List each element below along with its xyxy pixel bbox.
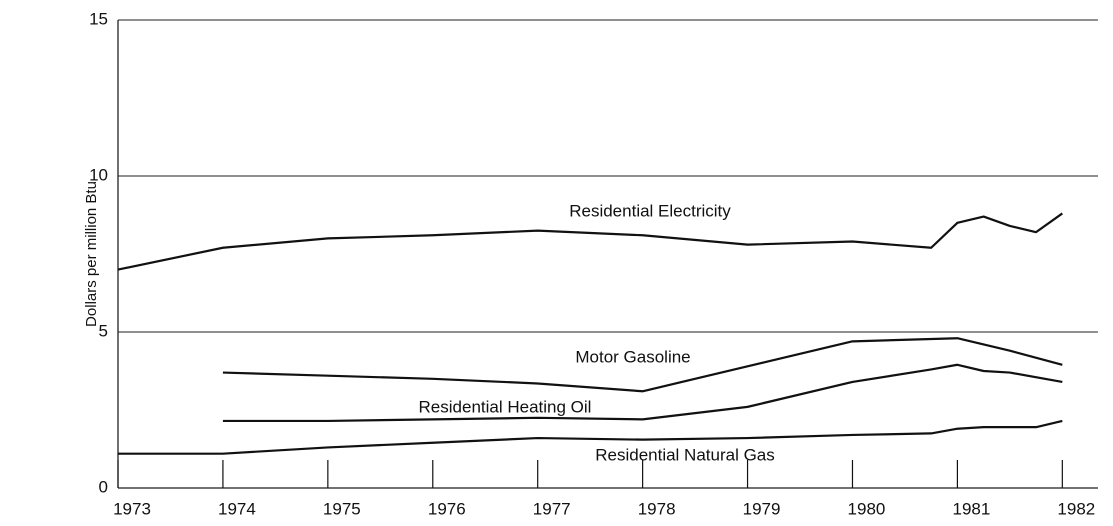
x-tick-label: 1976 xyxy=(428,499,466,518)
line-series xyxy=(117,212,1063,271)
x-tick-label: 1975 xyxy=(323,499,361,518)
y-tick-label: 10 xyxy=(89,165,108,184)
x-tick-label: 1974 xyxy=(218,499,256,518)
y-axis-label: Dollars per million Btu xyxy=(83,181,100,327)
y-tick-label: 0 xyxy=(99,477,108,496)
x-tick-label: 1980 xyxy=(848,499,886,518)
line-series xyxy=(222,363,1063,423)
x-tick-label: 1979 xyxy=(743,499,781,518)
x-tick-label: 1982 xyxy=(1057,499,1095,518)
series-label: Residential Natural Gas xyxy=(595,445,775,464)
x-tick-label: 1977 xyxy=(533,499,571,518)
series-label: Motor Gasoline xyxy=(575,347,690,366)
y-tick-label: 15 xyxy=(89,9,108,28)
y-tick-label: 5 xyxy=(99,321,108,340)
line-series xyxy=(118,419,1063,455)
x-tick-label: 1978 xyxy=(638,499,676,518)
series-label: Residential Heating Oil xyxy=(419,397,592,416)
line-series xyxy=(222,337,1063,393)
series-label: Residential Electricity xyxy=(569,201,731,220)
x-tick-label: 1973 xyxy=(113,499,151,518)
x-tick-label: 1981 xyxy=(952,499,990,518)
